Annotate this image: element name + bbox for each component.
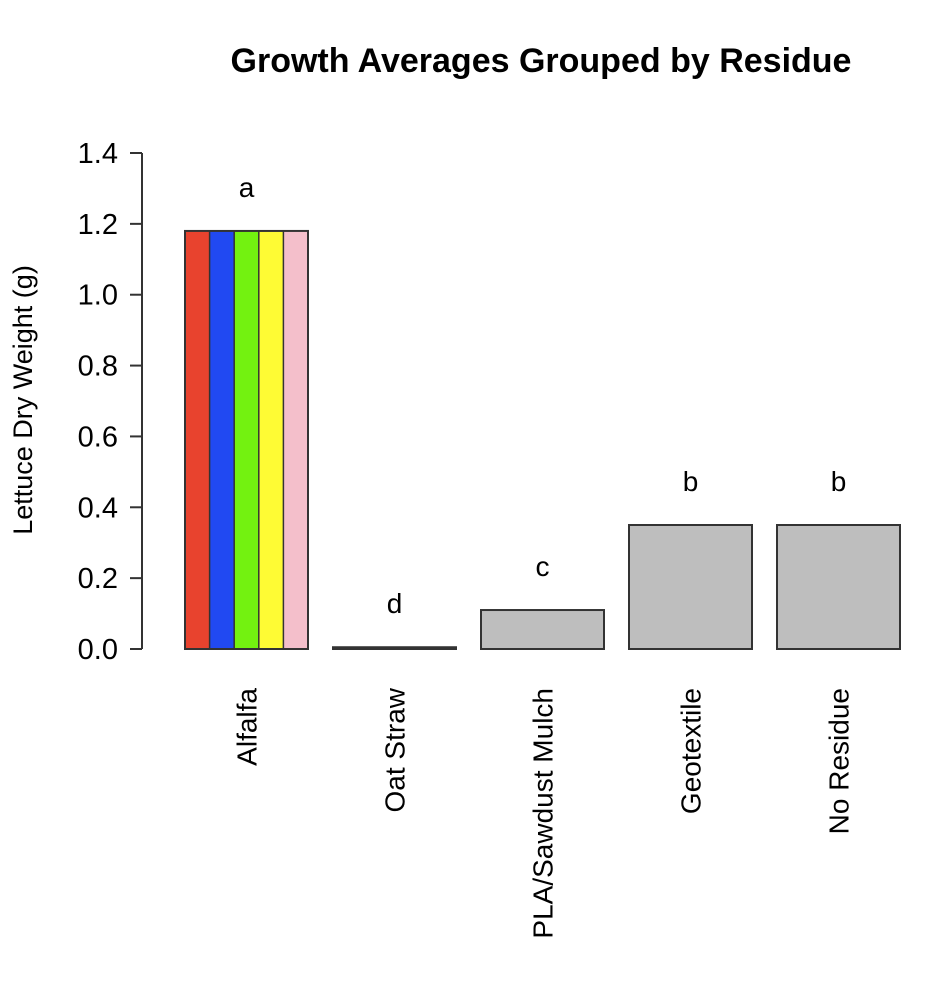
bars-group — [184, 229, 901, 651]
y-tick-label: 0.6 — [78, 421, 118, 453]
bar-stripe — [258, 230, 284, 649]
significance-letter: b — [831, 466, 847, 497]
bar — [776, 524, 901, 650]
bar — [480, 609, 605, 650]
bar-stripe — [209, 230, 235, 649]
significance-letter: d — [387, 588, 403, 619]
bar-stripe — [185, 230, 210, 649]
y-tick-label: 1.2 — [78, 209, 118, 241]
category-labels: Alfalfa Oat Straw PLA/Sawdust Mulch Geotext… — [232, 687, 855, 938]
y-axis-ticks: 0.0 0.2 0.4 0.6 0.8 1.0 1.2 1.4 — [78, 138, 142, 666]
category-label: No Residue — [824, 688, 855, 834]
significance-letter: b — [683, 466, 699, 497]
category-label: Geotextile — [676, 688, 707, 814]
significance-letter: c — [536, 551, 550, 582]
chart-title: Growth Averages Grouped by Residue — [231, 42, 852, 80]
significance-letter: a — [239, 172, 255, 203]
bar — [332, 646, 457, 651]
bar — [628, 524, 753, 650]
bar-stripe — [234, 230, 259, 649]
category-label: Oat Straw — [380, 687, 411, 812]
significance-labels: a d c b b — [239, 172, 847, 619]
y-tick-label: 0.2 — [78, 563, 118, 595]
category-label: Alfalfa — [232, 688, 263, 766]
y-tick-label: 1.4 — [78, 138, 118, 170]
y-tick-label: 0.4 — [78, 492, 118, 524]
bar-alfalfa-outline — [184, 229, 309, 650]
y-axis-label: Lettuce Dry Weight (g) — [8, 265, 38, 535]
category-label: PLA/Sawdust Mulch — [528, 688, 559, 939]
y-tick-label: 1.0 — [78, 280, 118, 312]
y-tick-label: 0.8 — [78, 351, 118, 383]
y-tick-label: 0.0 — [78, 634, 118, 666]
bar-stripe — [283, 230, 308, 649]
